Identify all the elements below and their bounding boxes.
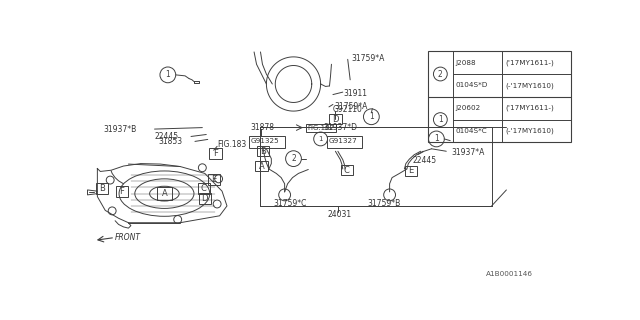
Text: B: B [260,147,266,156]
Text: 31759*A: 31759*A [334,102,367,111]
Text: 22445: 22445 [413,156,437,165]
Text: C: C [344,166,349,175]
Text: 31759*A: 31759*A [351,54,385,63]
Bar [116,186,128,197]
Bar [257,146,269,156]
Text: 2: 2 [438,69,443,78]
Text: C: C [201,184,207,193]
Bar [340,165,353,175]
Text: 31759*B: 31759*B [367,199,401,208]
Text: 1: 1 [434,134,439,143]
Text: 0104S*C: 0104S*C [456,128,488,134]
Text: 0104S*D: 0104S*D [456,83,488,88]
Text: ('17MY1611-): ('17MY1611-) [505,105,554,111]
Text: D: D [332,115,339,124]
Text: FIG.182: FIG.182 [307,124,334,131]
Text: 31878: 31878 [251,123,275,132]
Text: 31853: 31853 [158,137,182,146]
Text: D: D [202,194,208,203]
Bar [404,166,417,176]
Bar [329,114,342,124]
Text: E: E [211,175,216,184]
Text: G92110: G92110 [333,105,363,114]
Text: J20602: J20602 [456,105,481,111]
Text: 31937*B: 31937*B [104,124,137,133]
Bar [198,183,210,194]
Text: 24031: 24031 [328,210,352,219]
Bar [207,174,220,185]
Bar [198,193,211,204]
Bar [327,136,362,148]
Text: 31937*D: 31937*D [323,123,357,132]
Text: F: F [120,187,124,196]
Text: A: A [259,162,264,171]
Text: F: F [213,149,218,158]
Text: 2: 2 [291,154,296,163]
Text: G91327: G91327 [328,138,357,144]
Text: FIG.183: FIG.183 [217,140,246,149]
Bar [96,183,108,194]
Text: A1B0001146: A1B0001146 [486,271,532,277]
Text: 31911: 31911 [344,89,368,98]
Text: 31759*C: 31759*C [274,199,307,208]
Text: B: B [99,184,105,193]
Text: FRONT: FRONT [115,234,141,243]
Text: 22445: 22445 [154,132,179,141]
Bar [255,161,268,171]
Text: 1: 1 [438,115,443,124]
Bar [260,127,492,206]
Text: J2088: J2088 [456,60,476,66]
Text: G91325: G91325 [251,138,280,144]
Text: 1: 1 [166,70,170,79]
Bar [428,51,572,142]
Bar [249,136,285,148]
Text: (-'17MY1610): (-'17MY1610) [505,82,554,89]
Text: 1: 1 [369,112,374,121]
Bar [157,187,172,200]
Text: A: A [161,188,167,198]
Text: E: E [408,166,413,175]
Text: 31937*A: 31937*A [451,148,484,157]
Text: 1: 1 [318,136,323,142]
Bar [306,124,337,132]
Bar [209,148,222,159]
Text: ('17MY1611-): ('17MY1611-) [505,59,554,66]
Text: (-'17MY1610): (-'17MY1610) [505,128,554,134]
